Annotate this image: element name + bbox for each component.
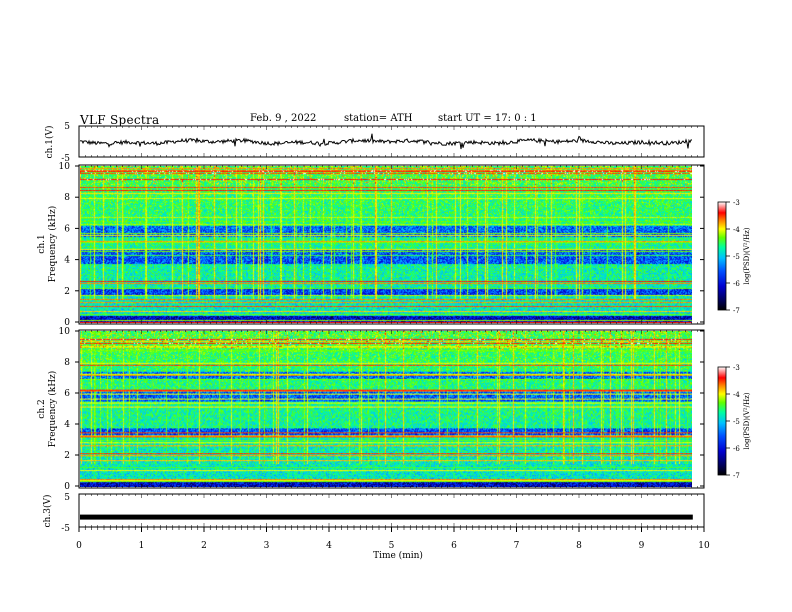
time-axis-tick-label: 7	[514, 541, 520, 551]
ch3-ylabel: ch.3(V)	[42, 495, 53, 528]
ch1-waveform-panel: 5 -5 ch.1(V)	[44, 122, 705, 164]
time-axis-tick-label: 3	[264, 541, 270, 551]
frequency-tick-label: 10	[59, 327, 71, 337]
ch1-colorbar-scale	[717, 201, 727, 311]
colorbar-tick-label: -6	[733, 280, 740, 288]
ch2-colorbar-scale	[717, 366, 727, 476]
ch2-spectrogram-image	[80, 331, 692, 487]
ch1-spectrogram-image	[80, 166, 692, 323]
frequency-tick-label: 10	[59, 162, 71, 172]
colorbar-tick-label: -4	[733, 226, 740, 234]
frequency-tick-label: 0	[64, 318, 70, 328]
frequency-tick-label: 0	[64, 482, 70, 492]
ch2-colorbar-ticks: -3 -4 -5 -6 -7	[726, 364, 740, 480]
ch1-waveform-trace	[79, 133, 693, 150]
ch1-ytick-bottom: -5	[61, 154, 70, 164]
colorbar-tick-label: -7	[733, 472, 740, 480]
frequency-tick-label: 8	[64, 358, 70, 368]
colorbar-tick-label: -5	[733, 253, 740, 261]
ch3-ytick-top: 5	[64, 493, 70, 503]
ch2-spectrogram-ylabel-line2: Frequency (kHz)	[47, 371, 58, 448]
ch1-spectrogram-yticks: 0 2 4 6 8 10	[59, 162, 704, 328]
ch1-colorbar-label: log(PSD)(V²/Hz)	[743, 227, 751, 284]
ch1-spectrogram-ylabel-line1: ch.1	[37, 234, 47, 253]
ch1-spectrogram-ylabel-line2: Frequency (kHz)	[47, 206, 58, 283]
ch3-waveform-frame	[78, 493, 705, 528]
frequency-tick-label: 4	[64, 420, 70, 430]
time-axis-tick-label: 8	[576, 541, 582, 551]
date-label: Feb. 9 , 2022	[250, 113, 317, 124]
ch1-colorbar: -3 -4 -5 -6 -7 log(PSD)(V²/Hz)	[717, 199, 751, 315]
time-axis-tick-label: 2	[201, 541, 207, 551]
ch1-ytick-top: 5	[64, 122, 70, 132]
ch1-colorbar-ticks: -3 -4 -5 -6 -7	[726, 199, 740, 315]
time-axis-tick-label: 5	[389, 541, 395, 551]
time-axis-tick-label: 1	[139, 541, 145, 551]
time-axis-label: Time (min)	[373, 550, 423, 561]
station-label: station= ATH	[344, 113, 413, 124]
colorbar-tick-label: -3	[733, 199, 740, 207]
frequency-tick-label: 8	[64, 193, 70, 203]
ch3-ytick-bottom: -5	[61, 524, 70, 534]
start-time-label: start UT = 17: 0 : 1	[438, 113, 537, 124]
ch1-ylabel: ch.1(V)	[44, 126, 55, 159]
time-axis-tick-label: 4	[326, 541, 332, 551]
ch2-colorbar-label: log(PSD)(V²/Hz)	[743, 392, 751, 449]
time-axis: 0 1 2 3 4 5 6 7 8 9 10	[76, 126, 710, 551]
colorbar-tick-label: -4	[733, 391, 740, 399]
frequency-tick-label: 2	[64, 287, 70, 297]
ch3-waveform-trace	[80, 514, 693, 520]
figure-title: VLF Spectra	[80, 113, 160, 127]
frequency-tick-label: 2	[64, 451, 70, 461]
frequency-tick-label: 4	[64, 256, 70, 266]
frequency-tick-label: 6	[64, 389, 70, 399]
ch2-spectrogram-panel: 0 2 4 6 8 10 ch.2 Frequency (kHz) -3 -4 -5 -6 -7 …	[37, 327, 751, 492]
colorbar-tick-label: -7	[733, 307, 740, 315]
ch2-spectrogram-ylabel-line1: ch.2	[37, 399, 47, 418]
ch2-spectrogram-yticks: 0 2 4 6 8 10	[59, 327, 704, 492]
time-axis-tick-label: 10	[698, 541, 710, 551]
colorbar-tick-label: -5	[733, 418, 740, 426]
time-axis-tick-label: 0	[76, 541, 82, 551]
colorbar-tick-label: -6	[733, 445, 740, 453]
ch1-spectrogram-panel: 0 2 4 6 8 10 ch.1 Frequency (kHz) -3 -4 -5 -6 -7 …	[37, 162, 751, 328]
frequency-tick-label: 6	[64, 224, 70, 234]
colorbar-tick-label: -3	[733, 364, 740, 372]
ch2-colorbar: -3 -4 -5 -6 -7 log(PSD)(V²/Hz)	[717, 364, 751, 480]
time-axis-tick-label: 9	[639, 541, 645, 551]
time-axis-tick-label: 6	[451, 541, 457, 551]
